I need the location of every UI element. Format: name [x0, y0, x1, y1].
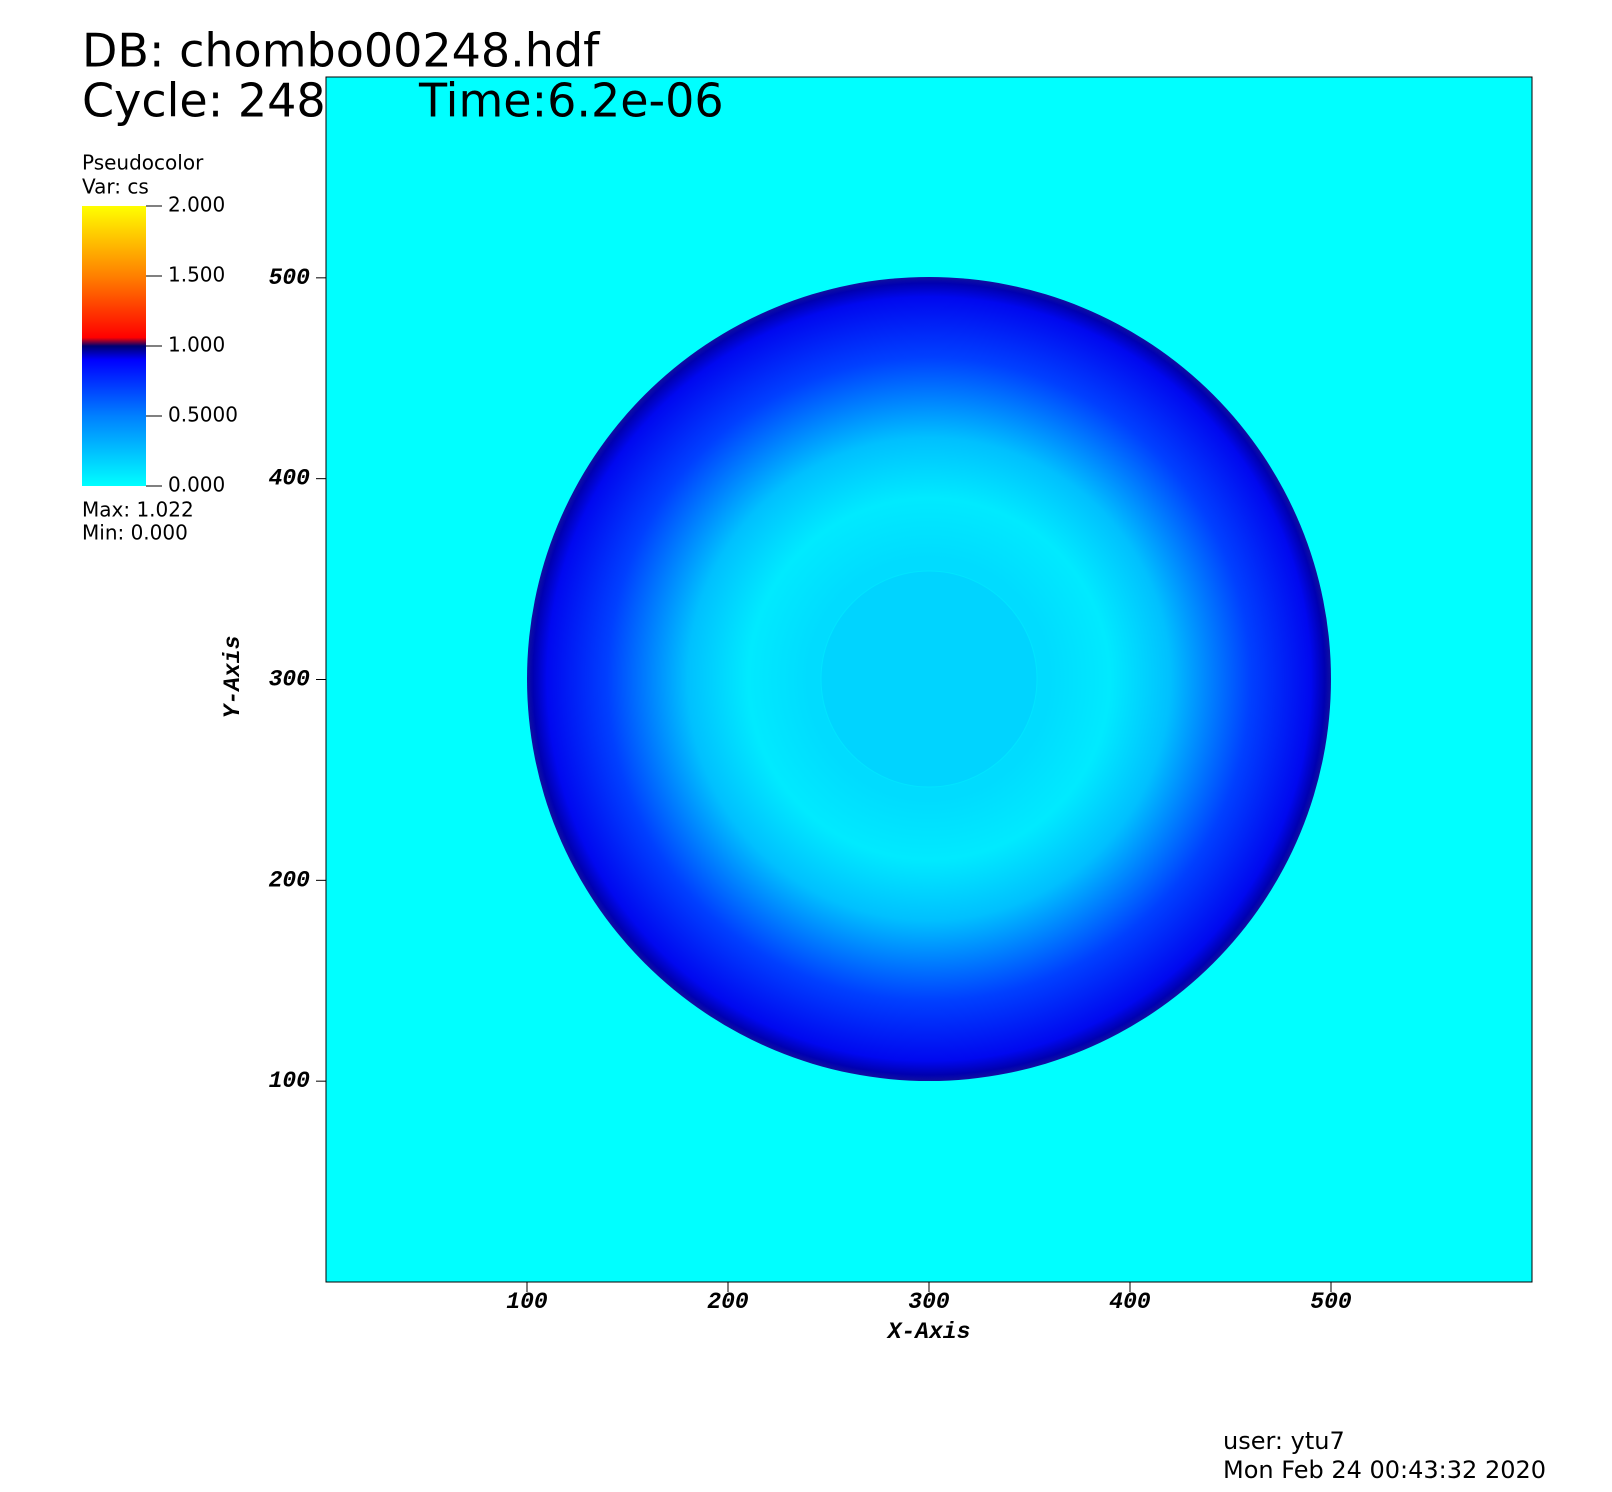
- db-title: DB: chombo00248.hdf: [82, 24, 601, 78]
- y-tick-label: 500: [269, 265, 311, 291]
- cycle: Cycle: 248: [82, 74, 326, 128]
- x-tick-label: 400: [1109, 1289, 1151, 1315]
- legend-var: Var: cs: [82, 175, 149, 199]
- colorbar-tick-label: 1.500: [168, 263, 225, 287]
- x-tick-label: 100: [506, 1289, 548, 1315]
- x-axis-title: X-Axis: [886, 1319, 971, 1345]
- y-tick-label: 200: [269, 867, 311, 893]
- date: Mon Feb 24 00:43:32 2020: [1223, 1456, 1546, 1484]
- x-tick-label: 200: [707, 1289, 749, 1315]
- colorbar-tick-label: 0.000: [168, 473, 225, 497]
- user: user: ytu7: [1223, 1427, 1345, 1455]
- colorbar-tick-label: 1.000: [168, 333, 225, 357]
- colorbar-tick-label: 0.5000: [168, 403, 238, 427]
- inner-core: [820, 570, 1038, 788]
- y-tick-label: 100: [269, 1068, 311, 1094]
- y-tick-label: 400: [269, 466, 311, 492]
- y-axis-title: Y-Axis: [220, 636, 246, 719]
- colorbar: [82, 206, 146, 486]
- legend-min: Min: 0.000: [82, 521, 188, 545]
- colorbar-tick-label: 2.000: [168, 193, 225, 217]
- x-tick-label: 300: [908, 1289, 950, 1315]
- legend-max: Max: 1.022: [82, 498, 194, 522]
- x-tick-label: 500: [1310, 1289, 1352, 1315]
- legend-title: Pseudocolor: [82, 151, 204, 175]
- y-tick-label: 300: [269, 667, 311, 693]
- time: Time:6.2e-06: [418, 74, 724, 128]
